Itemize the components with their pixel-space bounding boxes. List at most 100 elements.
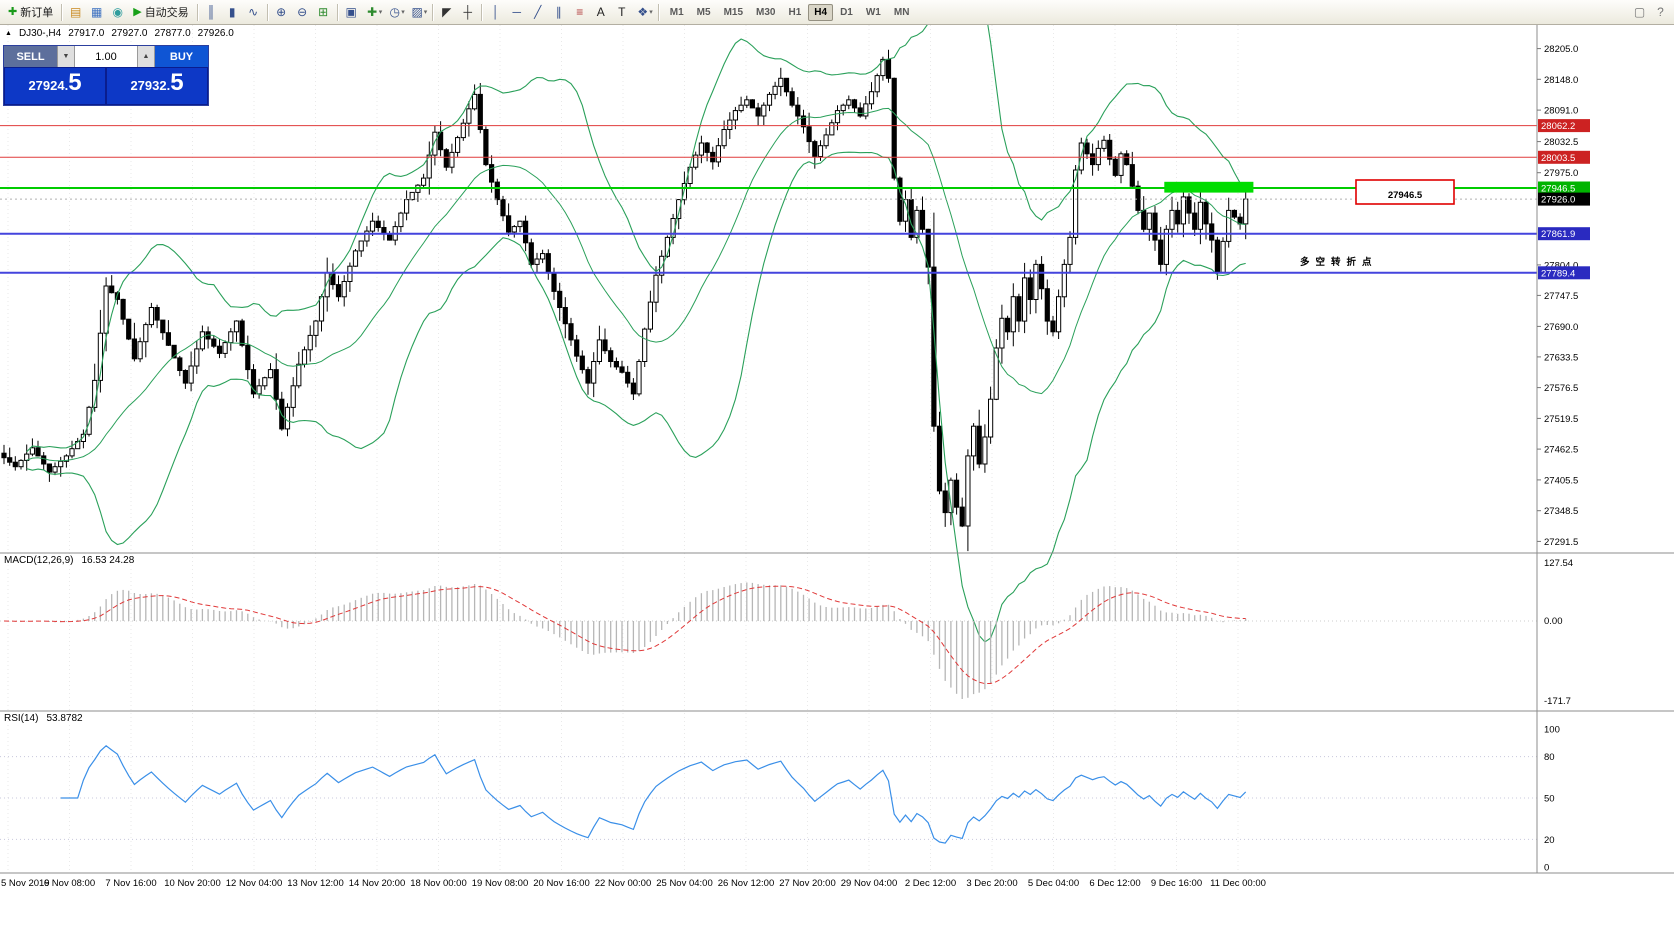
main-toolbar: ✚ 新订单 ▤ ▦ ◉ ▶ 自动交易 ║ ▮ ∿ ⊕ ⊖ ⊞ ▣ ✚ ▾ ◷ ▾ ▨ ▾ ◤ ┼ │ ─ ╱ ∥ ≡ A T ❖ ▾ M1 M5…: [0, 0, 1674, 25]
autotrading-button-label: 自动交易: [144, 7, 189, 19]
toolbar-separator: [657, 3, 659, 21]
collapse-panel-icon[interactable]: ▲: [5, 30, 12, 37]
new-window-icon[interactable]: ▢: [1633, 5, 1646, 19]
volume-increase-button[interactable]: ▲: [137, 46, 155, 67]
date-label: 5 Nov 2019: [1, 878, 50, 889]
date-label: 11 Dec 00:00: [1210, 878, 1266, 889]
help-icon[interactable]: ?: [1657, 5, 1664, 19]
shapes-icon-caret[interactable]: ▾: [649, 9, 653, 16]
date-label: 2 Dec 12:00: [905, 878, 956, 889]
autotrading-button[interactable]: ▶ 自动交易: [128, 3, 193, 21]
channel-icon[interactable]: ∥: [555, 5, 562, 19]
text-icon[interactable]: A: [596, 5, 605, 19]
shapes-icon[interactable]: ❖: [637, 5, 649, 19]
horizontal-line-icon[interactable]: ─: [512, 5, 521, 19]
bar-chart-icon[interactable]: ║: [206, 5, 216, 19]
timeframe-m1[interactable]: M1: [669, 6, 684, 18]
price-tick-label: 27747.5: [1544, 291, 1578, 302]
price-tick-label: 27576.5: [1544, 383, 1578, 394]
tile-windows-icon[interactable]: ▣: [345, 5, 357, 19]
buy-price[interactable]: 27932. 5: [107, 68, 207, 104]
date-label: 12 Nov 04:00: [226, 878, 283, 889]
sell-button[interactable]: SELL: [4, 46, 57, 67]
price-tick-label: 27975.0: [1544, 168, 1578, 179]
price-tick-label: 27690.0: [1544, 322, 1578, 333]
chart-window[interactable]: 5 Nov 2019 6 Nov 08:00 7 Nov 16:00 10 Nov 2…: [0, 25, 1674, 950]
new-order-icon: ✚: [8, 5, 18, 18]
alerts-icon[interactable]: ◉: [112, 5, 123, 19]
candles: [1, 49, 1249, 552]
ohlc-low: 27877.0: [154, 28, 191, 39]
price-tick-label: 28205.0: [1544, 44, 1578, 55]
toolbar-separator: [432, 3, 434, 21]
templates-icon[interactable]: ▤: [70, 5, 82, 19]
zoom-out-icon[interactable]: ⊖: [297, 5, 308, 19]
new-order-button-label: 新订单: [20, 7, 54, 19]
volume-decrease-button[interactable]: ▼: [57, 46, 75, 67]
chart-templates-icon[interactable]: ▨: [411, 5, 423, 19]
timeframe-m30[interactable]: M30: [756, 6, 776, 18]
date-label: 22 Nov 00:00: [595, 878, 652, 889]
fibonacci-icon[interactable]: ≡: [576, 5, 584, 19]
date-label: 9 Dec 16:00: [1151, 878, 1202, 889]
line-chart-icon[interactable]: ∿: [248, 5, 259, 19]
symbol-info: ▲ DJ30-,H4 27917.0 27927.0 27877.0 27926…: [5, 28, 234, 39]
rsi-axis-label: 50: [1544, 794, 1555, 805]
indicators-icon[interactable]: ✚: [367, 5, 378, 19]
timeframe-m5[interactable]: M5: [696, 6, 711, 18]
axis-price-chip-label: 27946.5: [1541, 184, 1575, 195]
profiles-icon[interactable]: ▦: [91, 5, 103, 19]
rsi-axis-label: 80: [1544, 752, 1555, 763]
timeframe-d1[interactable]: D1: [840, 6, 853, 18]
price-tick-label: 27633.5: [1544, 352, 1578, 363]
date-label: 25 Nov 04:00: [656, 878, 713, 889]
grid-icon[interactable]: ⊞: [318, 5, 329, 19]
date-label: 6 Dec 12:00: [1089, 878, 1140, 889]
sell-price-main: 27924.: [28, 78, 69, 93]
date-label: 3 Dec 20:00: [966, 878, 1017, 889]
rsi-axis-label: 0: [1544, 863, 1549, 874]
rsi-axis-label: 20: [1544, 835, 1555, 846]
timeframe-m15[interactable]: M15: [723, 6, 744, 18]
macd-axis-label: 127.54: [1544, 558, 1573, 569]
pivot-annotation[interactable]: 多空转折点: [1300, 256, 1378, 268]
price-tick-label: 27405.5: [1544, 475, 1578, 486]
buy-button[interactable]: BUY: [155, 46, 208, 67]
axis-price-chip-28003.5: [1538, 150, 1590, 164]
timeframe-w1[interactable]: W1: [865, 6, 881, 18]
symbol-name: DJ30-,H4: [18, 28, 62, 39]
timeframe-mn[interactable]: MN: [893, 6, 910, 18]
candlestick-chart-icon[interactable]: ▮: [228, 5, 236, 19]
buy-price-main: 27932.: [130, 78, 171, 93]
toolbar-separator: [481, 3, 483, 21]
date-label: 5 Dec 04:00: [1028, 878, 1079, 889]
sell-price[interactable]: 27924. 5: [5, 68, 105, 104]
toolbar-separator: [266, 3, 268, 21]
ohlc-open: 27917.0: [68, 28, 105, 39]
date-label: 18 Nov 00:00: [410, 878, 467, 889]
macd-name: MACD(12,26,9): [4, 555, 74, 566]
trendline-icon[interactable]: ╱: [534, 5, 542, 19]
toolbar-separator: [61, 3, 63, 21]
vertical-line-icon[interactable]: │: [491, 5, 500, 19]
periods-icon-caret[interactable]: ▾: [401, 9, 405, 16]
timeframe-h1[interactable]: H1: [788, 6, 802, 18]
cursor-icon[interactable]: ◤: [442, 5, 452, 19]
volume-input[interactable]: [75, 46, 137, 67]
axis-price-chip-label: 28003.5: [1541, 153, 1575, 164]
chart-templates-icon-caret[interactable]: ▾: [423, 9, 428, 16]
indicators-icon-caret[interactable]: ▾: [378, 9, 383, 16]
crosshair-icon[interactable]: ┼: [463, 5, 472, 19]
timeframe-h4[interactable]: H4: [808, 3, 834, 21]
price-callout-box[interactable]: [1355, 179, 1455, 205]
price-tick-label: 28032.5: [1544, 137, 1578, 148]
axis-price-chip-28062.2: [1538, 119, 1590, 133]
rsi-indicator-label: RSI(14) 53.8782: [4, 713, 83, 724]
text-label-icon[interactable]: T: [618, 5, 626, 19]
zoom-in-icon[interactable]: ⊕: [276, 5, 287, 19]
periods-icon[interactable]: ◷: [389, 5, 400, 19]
new-order-button[interactable]: ✚ 新订单: [3, 3, 58, 21]
date-label: 27 Nov 20:00: [779, 878, 836, 889]
green-highlight-box[interactable]: [1164, 181, 1254, 193]
